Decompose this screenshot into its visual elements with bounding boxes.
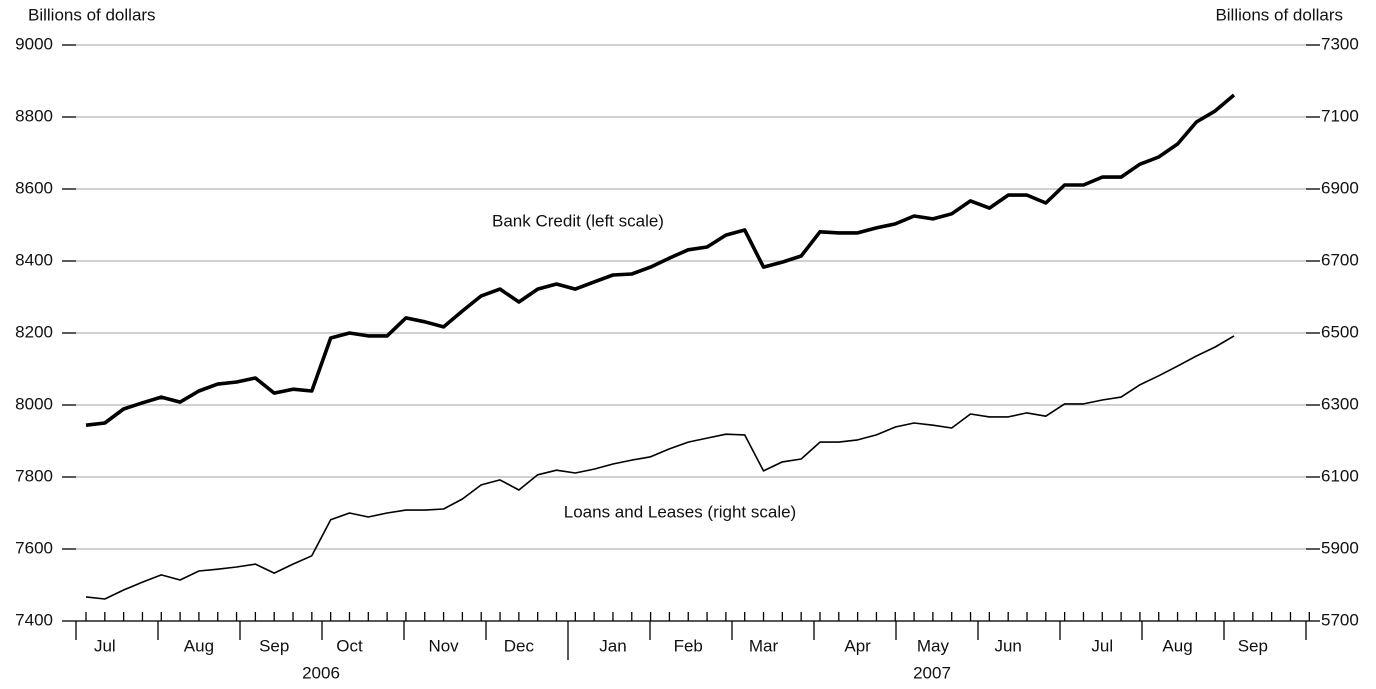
y-tick-label: 7400 xyxy=(15,610,53,629)
x-tick-label: Oct xyxy=(336,636,363,655)
series-line xyxy=(85,93,1236,427)
y2-axis-label: Billions of dollars xyxy=(1215,5,1343,24)
year-label: 2007 xyxy=(913,663,951,682)
year-label: 2006 xyxy=(302,663,340,682)
y-axis-label: Billions of dollars xyxy=(28,5,156,24)
y-tick-label: 9000 xyxy=(15,34,53,53)
y2-tick-label: 5700 xyxy=(1321,610,1359,629)
y-tick-label: 7800 xyxy=(15,466,53,485)
x-tick-label: Feb xyxy=(674,636,703,655)
annotation: Loans and Leases (right scale) xyxy=(564,502,796,521)
x-tick-label: Sep xyxy=(259,636,289,655)
annotation: Bank Credit (left scale) xyxy=(492,211,664,230)
x-tick-label: Sep xyxy=(1238,636,1268,655)
x-tick-label: Jun xyxy=(994,636,1021,655)
x-tick-label: Jul xyxy=(94,636,116,655)
y-tick-label: 8200 xyxy=(15,322,53,341)
y2-tick-label: 6300 xyxy=(1321,394,1359,413)
y2-tick-label: 6900 xyxy=(1321,178,1359,197)
x-tick-label: Aug xyxy=(184,636,214,655)
x-tick-label: Jan xyxy=(599,636,626,655)
y2-tick-label: 5900 xyxy=(1321,538,1359,557)
x-tick-label: Mar xyxy=(749,636,779,655)
x-tick-label: May xyxy=(917,636,950,655)
y2-tick-label: 6700 xyxy=(1321,250,1359,269)
series-line xyxy=(85,335,1235,600)
y2-tick-label: 6100 xyxy=(1321,466,1359,485)
x-tick-label: Apr xyxy=(844,636,871,655)
x-tick-label: Nov xyxy=(428,636,459,655)
x-tick-label: Jul xyxy=(1091,636,1113,655)
y-tick-label: 8800 xyxy=(15,106,53,125)
x-tick-label: Aug xyxy=(1162,636,1192,655)
y2-tick-label: 7100 xyxy=(1321,106,1359,125)
y-tick-label: 8000 xyxy=(15,394,53,413)
y-tick-label: 7600 xyxy=(15,538,53,557)
y2-tick-label: 7300 xyxy=(1321,34,1359,53)
y-tick-label: 8600 xyxy=(15,178,53,197)
x-tick-label: Dec xyxy=(504,636,535,655)
y-tick-label: 8400 xyxy=(15,250,53,269)
y2-tick-label: 6500 xyxy=(1321,322,1359,341)
